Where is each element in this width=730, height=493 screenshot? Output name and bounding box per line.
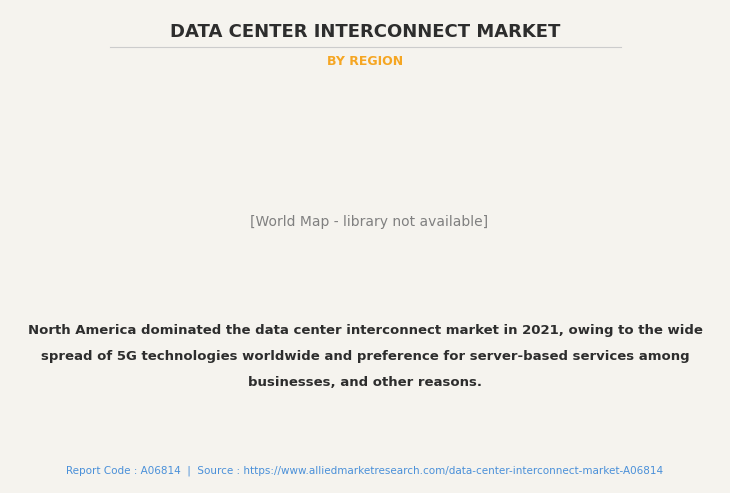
Text: BY REGION: BY REGION — [327, 55, 403, 68]
Text: businesses, and other reasons.: businesses, and other reasons. — [248, 376, 482, 388]
Text: North America dominated the data center interconnect market in 2021, owing to th: North America dominated the data center … — [28, 324, 702, 337]
Text: [World Map - library not available]: [World Map - library not available] — [250, 215, 488, 229]
Text: DATA CENTER INTERCONNECT MARKET: DATA CENTER INTERCONNECT MARKET — [170, 23, 560, 41]
Text: Report Code : A06814  |  Source : https://www.alliedmarketresearch.com/data-cent: Report Code : A06814 | Source : https://… — [66, 465, 664, 476]
Text: spread of 5G technologies worldwide and preference for server-based services amo: spread of 5G technologies worldwide and … — [41, 350, 689, 363]
